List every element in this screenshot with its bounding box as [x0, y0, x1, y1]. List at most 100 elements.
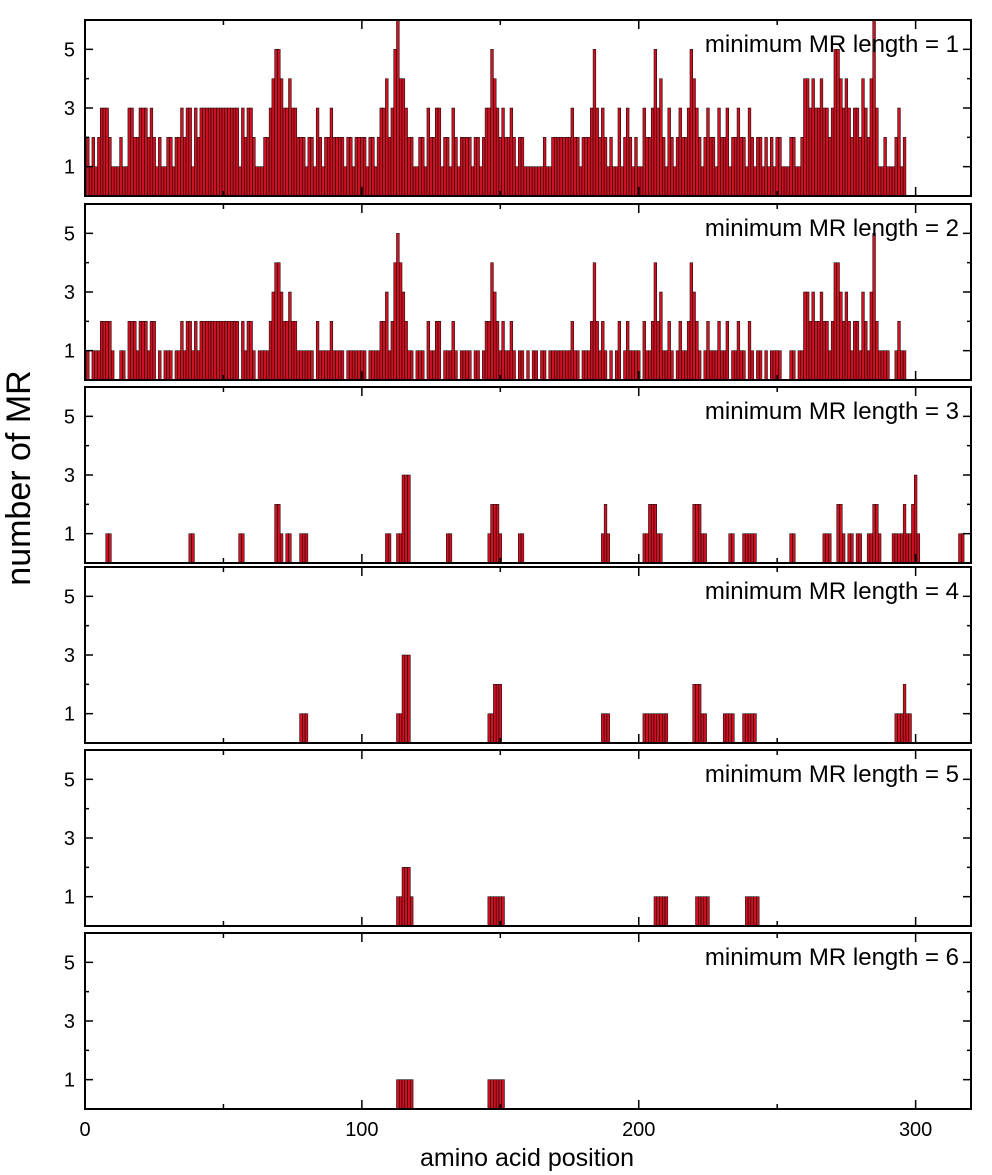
- bar: [531, 166, 536, 197]
- bar: [374, 350, 378, 381]
- bar: [399, 262, 403, 381]
- bar: [758, 350, 763, 381]
- bar: [742, 533, 746, 564]
- bar: [166, 350, 170, 381]
- bar: [526, 166, 530, 197]
- bar: [435, 321, 439, 381]
- bar: [598, 137, 602, 197]
- bar: [736, 107, 741, 197]
- bar: [814, 321, 818, 381]
- bar: [686, 107, 691, 197]
- bar: [340, 137, 345, 197]
- bar: [296, 350, 300, 381]
- bar: [385, 78, 389, 197]
- bar: [393, 49, 397, 197]
- bar: [490, 1079, 494, 1110]
- bar: [113, 166, 118, 197]
- bar: [656, 321, 660, 381]
- bar: [905, 713, 909, 744]
- bar: [432, 350, 436, 381]
- bar: [291, 107, 295, 197]
- bar: [866, 350, 871, 381]
- bar: [404, 321, 408, 381]
- bar: [700, 896, 705, 927]
- bar: [645, 713, 649, 744]
- bar: [349, 137, 353, 197]
- bar: [750, 137, 754, 197]
- bar: [138, 107, 143, 197]
- bar: [692, 291, 696, 381]
- bar: [565, 137, 569, 197]
- bar: [279, 291, 284, 381]
- bar: [559, 137, 563, 197]
- bar: [354, 137, 358, 197]
- panel-label: minimum MR length = 3: [705, 398, 959, 425]
- bar: [819, 78, 824, 197]
- bar: [902, 350, 907, 381]
- bar: [808, 107, 813, 197]
- bar: [897, 107, 901, 197]
- bar: [883, 350, 887, 381]
- bar: [570, 107, 574, 197]
- bar: [631, 166, 635, 197]
- bar: [407, 350, 411, 381]
- bar: [387, 533, 392, 564]
- bar: [603, 504, 608, 564]
- bar: [717, 321, 721, 381]
- bar: [836, 504, 840, 564]
- bar: [135, 137, 140, 197]
- bar: [659, 896, 663, 927]
- bar: [407, 474, 411, 564]
- bar: [584, 350, 588, 381]
- bar: [501, 1079, 505, 1110]
- y-axis-label: number of MR: [0, 370, 38, 585]
- bar: [501, 107, 505, 197]
- bar: [750, 350, 754, 381]
- bar: [376, 350, 381, 381]
- bar: [761, 166, 765, 197]
- bar: [407, 867, 411, 927]
- bar: [689, 262, 693, 381]
- bar: [94, 166, 98, 197]
- bar: [542, 137, 547, 197]
- bar: [257, 350, 262, 381]
- bar: [695, 321, 699, 381]
- bar: [656, 533, 660, 564]
- bar: [520, 350, 525, 381]
- bar: [435, 107, 439, 197]
- bar: [119, 350, 123, 381]
- bar: [880, 166, 885, 197]
- bar: [692, 684, 696, 744]
- bar: [468, 350, 472, 381]
- bar: [725, 107, 729, 197]
- bar: [138, 321, 143, 381]
- bar: [363, 350, 367, 381]
- bar: [171, 166, 176, 197]
- bar: [144, 107, 148, 197]
- bar: [803, 78, 807, 197]
- bar: [731, 137, 735, 197]
- bar: [883, 137, 887, 197]
- bar: [667, 107, 671, 197]
- bar: [673, 166, 677, 197]
- bar: [307, 137, 311, 197]
- chart-panel-5: minimum MR length = 5 1 3 5: [64, 749, 972, 927]
- chart-panel-3: minimum MR length = 3 1 3 5: [64, 386, 972, 564]
- bar: [293, 321, 298, 381]
- bar: [656, 713, 660, 744]
- bar: [304, 713, 309, 744]
- bar: [152, 137, 156, 197]
- bar: [490, 896, 494, 927]
- bar: [105, 321, 109, 381]
- bar: [332, 137, 336, 197]
- chart-panel-6: minimum MR length = 6 1 3 5 0 100 200 300: [64, 932, 972, 1141]
- bar: [97, 137, 101, 197]
- bar: [407, 1079, 411, 1110]
- bar: [850, 533, 854, 564]
- bar: [468, 137, 472, 197]
- bar: [839, 78, 843, 197]
- bar: [789, 533, 793, 564]
- bar: [587, 137, 591, 197]
